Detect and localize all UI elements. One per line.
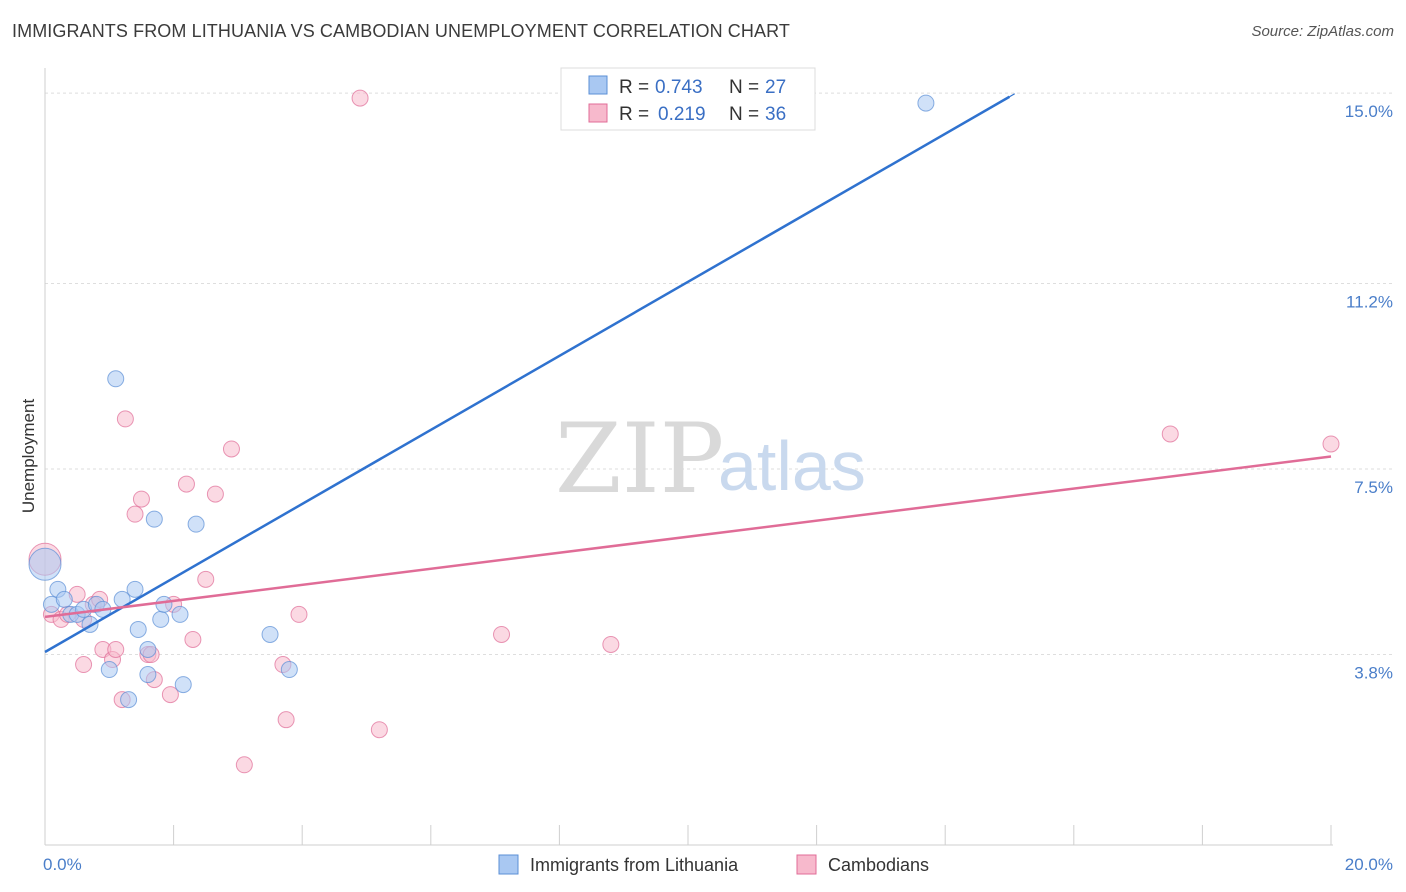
series-lithuania-points: [28, 94, 935, 709]
x-ticks: [44, 825, 1332, 845]
trend-line-lithuania: [44, 95, 1011, 654]
legend-n-value-2: 36: [765, 104, 786, 125]
x-tick-labels: 0.0% 20.0%: [43, 855, 1393, 874]
x-tick-label-1: 20.0%: [1345, 855, 1393, 874]
cambodians-point-13: [116, 410, 134, 428]
lithuania-point-21: [171, 605, 189, 623]
legend-n-label-2: N =: [729, 104, 759, 125]
cambodians-point-25: [222, 440, 240, 458]
bottom-legend-label-lithuania: Immigrants from Lithuania: [530, 855, 739, 875]
y-tick-labels: 3.8% 7.5% 11.2% 15.0%: [1345, 102, 1393, 682]
watermark-atlas: atlas: [718, 427, 866, 505]
lithuania-point-0: [28, 547, 62, 581]
cambodians-point-33: [602, 635, 620, 653]
bottom-legend-swatch-lithuania: [498, 854, 519, 875]
lithuania-point-26: [917, 94, 935, 112]
lithuania-point-17: [139, 666, 157, 684]
legend-n-label-1: N =: [729, 77, 759, 98]
legend-r-label-2: R =: [619, 104, 649, 125]
cambodians-point-30: [351, 89, 369, 107]
legend-swatch-lithuania: [588, 75, 608, 95]
y-tick-label-2: 11.2%: [1346, 293, 1393, 312]
cambodians-point-14: [126, 505, 144, 523]
grid-lines: [45, 92, 1395, 656]
lithuania-point-24: [261, 625, 279, 643]
trend-line-cambodians: [44, 455, 1332, 619]
lithuania-point-19: [152, 610, 170, 628]
legend-r-label-1: R =: [619, 77, 649, 98]
y-tick-label-0: 3.8%: [1354, 664, 1393, 683]
trend-line-lithuania-extension: [1009, 92, 1017, 98]
chart-title: IMMIGRANTS FROM LITHUANIA VS CAMBODIAN U…: [12, 21, 790, 41]
bottom-legend-label-cambodians: Cambodians: [828, 855, 929, 875]
cambodians-point-31: [370, 721, 388, 739]
lithuania-point-18: [145, 510, 163, 528]
lithuania-point-15: [129, 620, 147, 638]
y-tick-label-1: 7.5%: [1354, 478, 1393, 497]
cambodians-point-24: [206, 485, 224, 503]
lithuania-point-13: [120, 691, 138, 709]
cambodians-point-26: [235, 756, 253, 774]
cambodians-point-6: [75, 656, 93, 674]
legend-n-value-1: 27: [765, 77, 786, 98]
cambodians-point-22: [184, 630, 202, 648]
trend-lines: [44, 92, 1332, 654]
lithuania-point-23: [187, 515, 205, 533]
lithuania-point-16: [139, 640, 157, 658]
cambodians-point-19: [161, 686, 179, 704]
cambodians-point-28: [277, 711, 295, 729]
cambodians-point-34: [1161, 425, 1179, 443]
lithuania-point-20: [155, 595, 173, 613]
cambodians-point-15: [132, 490, 150, 508]
legend-swatch-cambodians: [588, 103, 608, 123]
correlation-legend: R = 0.743 N = 27 R = 0.219 N = 36: [560, 67, 816, 131]
series-legend: Immigrants from Lithuania Cambodians: [498, 854, 929, 875]
lithuania-point-10: [100, 661, 118, 679]
lithuania-point-3: [55, 590, 73, 608]
cambodians-point-29: [290, 605, 308, 623]
x-tick-label-0: 0.0%: [43, 855, 82, 874]
bottom-legend-swatch-cambodians: [796, 854, 817, 875]
legend-r-value-1: 0.743: [655, 77, 703, 98]
y-axis-label: Unemployment: [19, 399, 38, 514]
cambodians-point-32: [493, 625, 511, 643]
cambodians-point-23: [197, 570, 215, 588]
lithuania-point-25: [280, 661, 298, 679]
y-tick-label-3: 15.0%: [1345, 102, 1393, 121]
cambodians-point-35: [1322, 435, 1340, 453]
legend-r-value-2: 0.219: [658, 104, 706, 125]
cambodians-point-21: [177, 475, 195, 493]
lithuania-point-14: [126, 580, 144, 598]
cambodians-point-11: [107, 640, 125, 658]
axes: [44, 68, 1333, 846]
lithuania-point-22: [174, 676, 192, 694]
lithuania-point-11: [107, 370, 125, 388]
watermark-zip: ZIP: [555, 403, 724, 515]
source-label: Source: ZipAtlas.com: [1251, 23, 1394, 40]
